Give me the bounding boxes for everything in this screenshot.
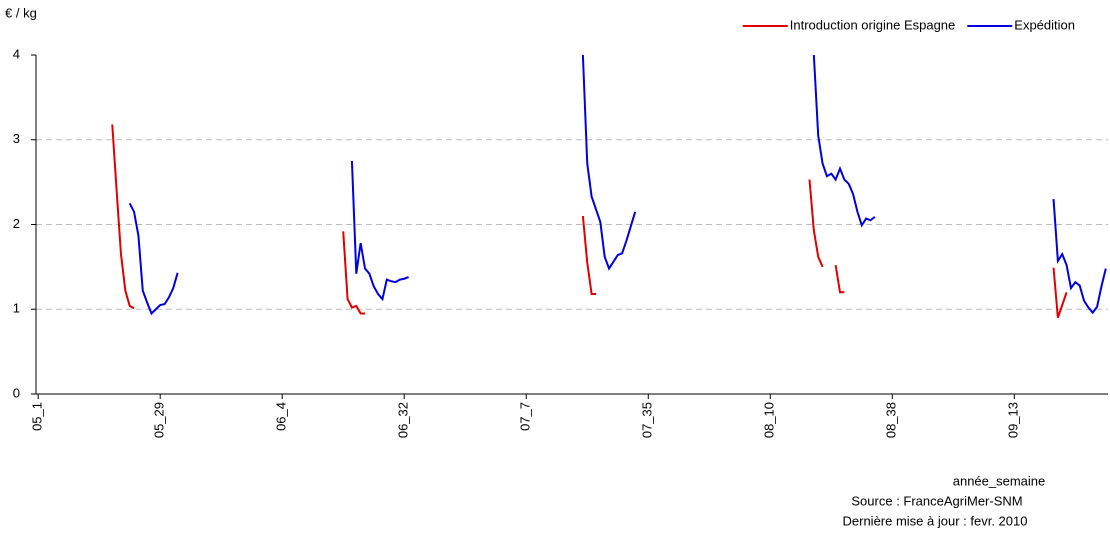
- legend: Introduction origine Espagne Expédition: [742, 17, 1075, 32]
- x-axis-label: année_semaine: [953, 473, 1046, 488]
- x-tick-label: 05_1: [30, 402, 45, 431]
- x-tick-label: 09_13: [1006, 402, 1021, 438]
- update-note: Dernière mise à jour : fevr. 2010: [843, 513, 1028, 528]
- x-tick-label: 08_38: [884, 402, 899, 438]
- y-tick-label: 1: [13, 301, 20, 316]
- x-tick-label: 07_35: [640, 402, 655, 438]
- y-tick-label: 0: [13, 385, 20, 400]
- series-line: [128, 54, 1107, 316]
- legend-label: Expédition: [1014, 17, 1075, 32]
- source-note: Source : FranceAgriMer-SNM: [851, 493, 1022, 508]
- x-tick-label: 08_10: [762, 402, 777, 438]
- y-axis-label: € / kg: [5, 5, 37, 20]
- y-tick-label: 4: [13, 46, 20, 61]
- series-line: [111, 124, 1068, 319]
- y-tick-label: 3: [13, 131, 20, 146]
- x-tick-label: 06_4: [274, 402, 289, 431]
- x-tick-label: 07_7: [518, 402, 533, 431]
- x-tick-label: 06_32: [396, 402, 411, 438]
- legend-label: Introduction origine Espagne: [790, 17, 956, 32]
- y-tick-label: 2: [13, 216, 20, 231]
- x-tick-label: 05_29: [152, 402, 167, 438]
